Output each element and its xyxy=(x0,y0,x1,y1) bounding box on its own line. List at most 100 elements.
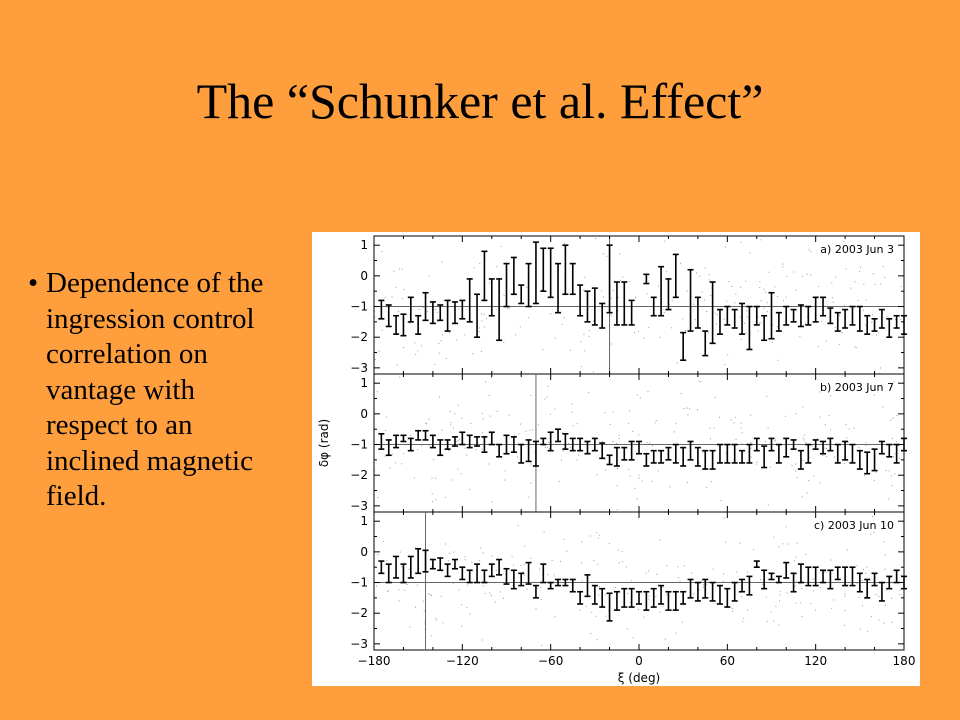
error-bar-point xyxy=(761,445,768,469)
x-tick-label: 180 xyxy=(893,654,916,668)
error-bar-point xyxy=(878,308,885,329)
error-bar-point xyxy=(724,587,731,608)
error-bar-point xyxy=(510,256,517,296)
error-bar-point xyxy=(555,428,562,443)
error-bar-point xyxy=(842,440,849,461)
error-bar-point xyxy=(532,584,539,599)
error-bar-point xyxy=(650,587,657,608)
error-bar-point xyxy=(466,278,473,323)
error-bar-point xyxy=(569,578,576,593)
error-bar-point xyxy=(790,308,797,323)
error-bar-point xyxy=(577,284,584,317)
error-bar-point xyxy=(871,318,878,332)
error-bar-point xyxy=(540,437,547,446)
error-bar-point xyxy=(783,305,790,326)
error-bar-point xyxy=(385,563,392,584)
x-axis-label: ξ (deg) xyxy=(618,671,661,685)
error-bar-point xyxy=(746,305,753,351)
error-bar-point xyxy=(687,268,694,332)
error-bar-point xyxy=(577,590,584,605)
error-bar-point xyxy=(680,590,687,605)
y-tick-label: −2 xyxy=(350,330,368,344)
error-bar-point xyxy=(429,558,436,570)
error-bar-point xyxy=(393,434,400,449)
error-bar-point xyxy=(422,549,429,573)
error-bar-point xyxy=(650,449,657,464)
error-bar-point xyxy=(525,439,532,463)
error-bar-point xyxy=(628,299,635,326)
error-bar-point xyxy=(820,440,827,455)
error-bar-point xyxy=(488,431,495,446)
error-bar-point xyxy=(775,575,782,584)
error-bar-point xyxy=(694,446,701,467)
bullet-marker: • xyxy=(28,267,39,299)
error-bar-point xyxy=(893,314,900,329)
error-bar-point xyxy=(525,561,532,585)
error-bar-point xyxy=(761,314,768,342)
error-bar-point xyxy=(739,449,746,464)
error-bar-point xyxy=(783,561,790,579)
y-axis-label: δφ (rad) xyxy=(317,419,331,467)
panel-label-1: a) 2003 Jun 3 xyxy=(820,243,894,256)
x-tick-label: −180 xyxy=(358,654,391,668)
error-bar-point xyxy=(856,572,863,593)
error-bar-point xyxy=(385,304,392,328)
error-bar-point xyxy=(753,437,760,452)
error-bar-point xyxy=(466,569,473,584)
y-tick-label: 1 xyxy=(360,238,368,252)
error-bar-point xyxy=(716,584,723,605)
error-bar-point xyxy=(716,443,723,464)
error-bar-point xyxy=(496,558,503,576)
error-bar-point xyxy=(400,434,407,443)
error-bar-point xyxy=(496,278,503,342)
error-bar-point xyxy=(849,305,856,326)
error-bar-point xyxy=(444,563,451,578)
error-bar-point xyxy=(827,437,834,452)
error-bar-point xyxy=(378,433,385,450)
error-bar-point xyxy=(827,569,834,590)
error-bar-point xyxy=(820,296,827,317)
error-bar-point xyxy=(672,253,679,299)
error-bar-point xyxy=(680,446,687,467)
error-bar-point xyxy=(864,578,871,599)
error-bar-point xyxy=(555,262,562,314)
error-bar-point xyxy=(687,578,694,599)
error-bar-point xyxy=(636,440,642,455)
error-bar-point xyxy=(429,301,436,325)
error-bar-point xyxy=(407,437,414,452)
x-tick-label: 60 xyxy=(720,654,735,668)
error-bar-point xyxy=(731,581,738,602)
error-bar-point xyxy=(437,557,444,572)
error-bar-point xyxy=(650,296,657,317)
error-bar-point xyxy=(599,587,606,608)
error-bar-point xyxy=(628,440,635,461)
error-bar-point xyxy=(805,305,812,326)
error-bar-point xyxy=(643,273,650,285)
error-bar-point xyxy=(812,439,819,450)
error-bar-point xyxy=(709,281,716,345)
error-bar-point xyxy=(790,572,797,593)
error-bar-point xyxy=(805,566,812,587)
error-bar-point xyxy=(775,443,782,464)
error-bar-point xyxy=(569,437,576,452)
error-bar-point xyxy=(562,578,569,587)
error-bar-point xyxy=(709,449,716,470)
error-bar-point xyxy=(422,429,429,441)
error-bar-point xyxy=(488,278,495,317)
y-tick-label: −2 xyxy=(350,468,368,482)
panel-label-2: b) 2003 Jun 7 xyxy=(820,381,894,394)
error-bar-point xyxy=(510,569,517,590)
error-bar-point xyxy=(621,587,628,608)
error-bar-point xyxy=(820,569,827,584)
y-tick-label: 1 xyxy=(360,376,368,390)
error-bar-point xyxy=(665,446,672,461)
error-bar-point xyxy=(584,290,591,323)
error-bar-point xyxy=(842,308,849,329)
error-bar-point xyxy=(613,590,620,611)
y-tick-label: −1 xyxy=(350,300,368,314)
error-bar-point xyxy=(834,566,841,581)
error-bar-point xyxy=(643,590,650,611)
noise-dots-2 xyxy=(374,376,901,511)
error-bar-point xyxy=(407,555,414,579)
error-bar-point xyxy=(805,443,812,464)
